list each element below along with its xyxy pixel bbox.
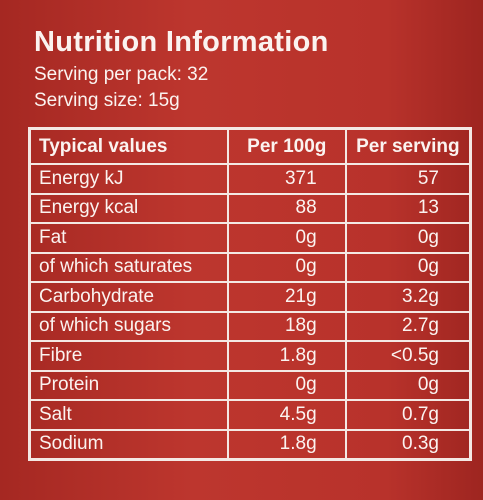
nutrient-value: 0g [344,369,472,401]
nutrient-value: 18g [226,310,347,342]
nutrient-value: 0g [226,251,347,283]
nutrient-value: 57 [344,163,472,195]
nutrient-value: 88 [226,192,347,224]
nutrient-name: Sodium [28,428,229,461]
nutrient-value: 0.3g [344,428,472,461]
nutrient-value: 0.7g [344,399,472,431]
nutrient-name: of which saturates [28,251,229,283]
nutrient-value: <0.5g [344,340,472,372]
nutrient-name: Fibre [28,340,229,372]
column-header: Per 100g [226,127,347,165]
header-row: Typical values Per 100g Per serving [28,127,472,165]
nutrient-value: 4.5g [226,399,347,431]
nutrient-name: Energy kJ [28,163,229,195]
nutrient-name: Energy kcal [28,192,229,224]
serving-size: Serving size: 15g [34,90,180,111]
table-row: Fat 0g 0g [28,222,472,254]
table-row: Sodium 1.8g 0.3g [28,428,472,461]
nutrient-value: 1.8g [226,428,347,461]
table-row: of which sugars 18g 2.7g [28,310,472,342]
nutrient-value: 3.2g [344,281,472,313]
nutrient-value: 0g [344,251,472,283]
serving-per-pack: Serving per pack: 32 [34,64,209,85]
table-body: Energy kJ 371 57 Energy kcal 88 13 Fat 0g 0g of w… [28,163,472,461]
table-row: Carbohydrate 21g 3.2g [28,281,472,313]
nutrient-value: 0g [344,222,472,254]
nutrient-name: Fat [28,222,229,254]
nutrient-name: Salt [28,399,229,431]
nutrient-value: 13 [344,192,472,224]
nutrient-name: Carbohydrate [28,281,229,313]
nutrient-value: 1.8g [226,340,347,372]
nutrient-value: 371 [226,163,347,195]
nutrient-value: 21g [226,281,347,313]
table-row: Fibre 1.8g <0.5g [28,340,472,372]
table-row: Protein 0g 0g [28,369,472,401]
table-row: Energy kJ 371 57 [28,163,472,195]
title: Nutrition Information [34,26,329,58]
table-row: Energy kcal 88 13 [28,192,472,224]
column-header: Typical values [28,127,229,165]
nutrient-value: 0g [226,222,347,254]
nutrient-name: Protein [28,369,229,401]
nutrient-name: of which sugars [28,310,229,342]
table-row: Salt 4.5g 0.7g [28,399,472,431]
table-row: of which saturates 0g 0g [28,251,472,283]
nutrition-table: Typical values Per 100g Per serving Energy… [28,127,472,461]
nutrient-value: 2.7g [344,310,472,342]
column-header: Per serving [344,127,472,165]
nutrient-value: 0g [226,369,347,401]
